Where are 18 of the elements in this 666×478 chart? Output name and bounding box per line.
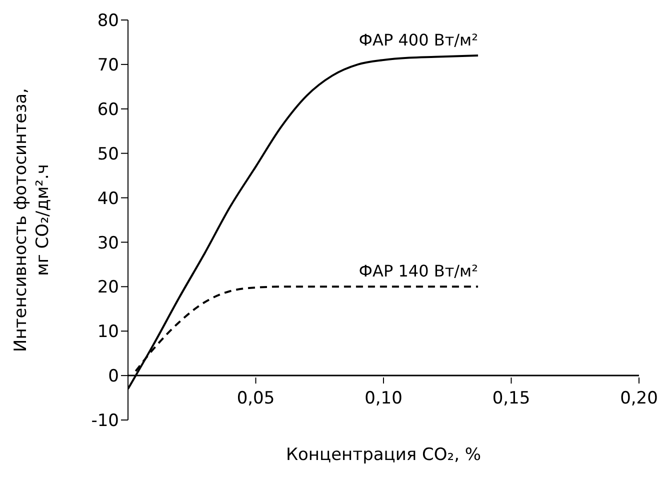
y-axis-title: Интенсивность фотосинтеза, мг CO₂/дм².ч [11, 88, 53, 352]
y-tick-label: 80 [97, 11, 119, 32]
y-tick-label: 10 [97, 322, 119, 342]
x-axis-title: Концентрация CO₂, % [286, 445, 482, 465]
x-tick-label: 0,10 [364, 388, 402, 409]
y-tick-label: 0 [108, 366, 119, 387]
y-tick-label: 70 [97, 55, 119, 76]
y-tick-label: 60 [97, 100, 119, 120]
y-tick-label: 40 [97, 188, 119, 209]
series-label: ФАР 400 Вт/м² [358, 30, 478, 50]
y-tick-label: 30 [97, 233, 119, 254]
x-tick-label: 0,15 [492, 388, 530, 409]
y-tick-label: 20 [97, 278, 119, 298]
y-tick-label: -10 [91, 411, 119, 432]
series-label: ФАР 140 Вт/м² [358, 262, 478, 281]
x-tick-label: 0,20 [620, 388, 658, 409]
y-tick-label: 50 [97, 144, 119, 164]
x-tick-label: 0,05 [236, 388, 275, 409]
